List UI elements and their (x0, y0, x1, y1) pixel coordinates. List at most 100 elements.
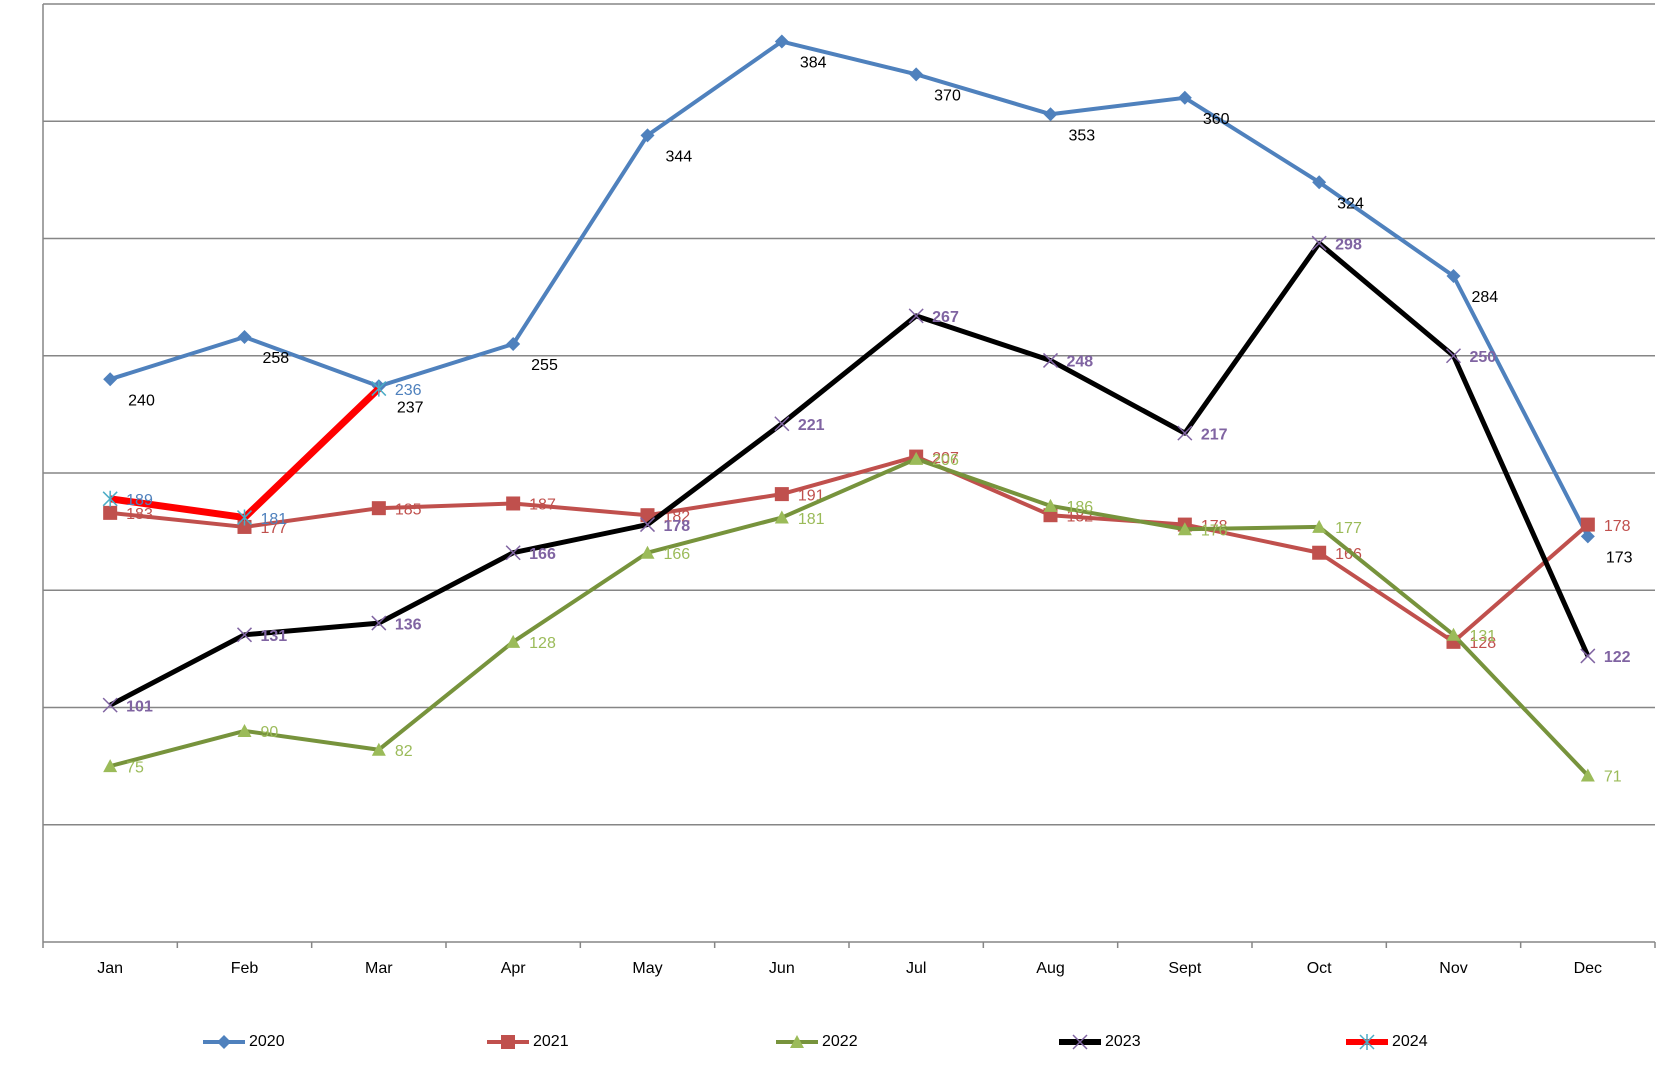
marker (103, 505, 118, 520)
x-tick-label: Aug (1036, 960, 1064, 977)
series-line (109, 240, 1591, 708)
marker (774, 416, 790, 432)
data-label: 255 (531, 357, 558, 374)
marker (1311, 235, 1327, 251)
marker (371, 501, 386, 516)
marker (909, 451, 924, 465)
data-label: 360 (1203, 111, 1230, 128)
data-label: 128 (529, 635, 556, 652)
data-label: 298 (1335, 236, 1362, 253)
legend-label: 2022 (822, 1033, 858, 1050)
legend-label: 2023 (1105, 1033, 1141, 1050)
data-label: 284 (1472, 289, 1499, 306)
x-tick-label: Jul (906, 960, 926, 977)
marker (1445, 348, 1462, 364)
marker (1312, 545, 1327, 560)
marker (908, 308, 924, 324)
series-line (109, 454, 1590, 644)
marker (103, 372, 118, 387)
marker (774, 510, 789, 524)
marker (102, 697, 118, 713)
legend-item: 2022 (776, 1033, 858, 1050)
marker (1580, 529, 1595, 544)
data-label: 183 (126, 506, 153, 523)
data-label: 178 (1604, 518, 1631, 535)
data-label: 75 (126, 759, 144, 776)
marker (371, 742, 386, 756)
data-label: 344 (666, 149, 693, 166)
series: 75 90 82 128 166 181 206 186 176 177 131 71 (103, 451, 1622, 786)
x-tick-label: Jun (769, 960, 795, 977)
data-label: 207 (932, 450, 959, 467)
marker (217, 1035, 231, 1049)
data-label: 166 (1335, 546, 1362, 563)
legend-label: 2020 (249, 1033, 285, 1050)
data-label: 250 (1470, 349, 1497, 366)
marker (1042, 352, 1059, 368)
series-line (109, 456, 1590, 777)
data-label: 178 (664, 518, 691, 535)
data-label: 324 (1337, 195, 1364, 212)
marker (506, 337, 521, 352)
marker (501, 1035, 515, 1049)
marker (1043, 498, 1058, 512)
marker (639, 517, 656, 533)
x-tick-label: Sept (1168, 960, 1201, 977)
legend-label: 2024 (1392, 1033, 1428, 1050)
x-tick-label: Jan (97, 960, 123, 977)
x-tick-label: Dec (1574, 960, 1602, 977)
data-label: 182 (664, 508, 691, 525)
data-label: 236 (395, 382, 422, 399)
data-label: 186 (1067, 499, 1094, 516)
data-label: 267 (932, 309, 959, 326)
legend-item: 2024 (1346, 1033, 1428, 1050)
marker (103, 759, 118, 773)
data-label: 90 (261, 724, 279, 741)
marker (506, 496, 521, 511)
marker (1580, 768, 1595, 782)
marker (774, 487, 789, 502)
data-label: 101 (126, 698, 153, 715)
data-label: 353 (1069, 127, 1096, 144)
data-label: 136 (395, 616, 422, 633)
data-label: 189 (126, 492, 153, 509)
marker (505, 545, 521, 561)
x-tick-label: May (632, 960, 662, 977)
data-label: 82 (395, 743, 413, 760)
data-label: 128 (1470, 635, 1497, 652)
marker (1072, 1034, 1088, 1050)
marker (1446, 627, 1461, 641)
data-label: 71 (1604, 769, 1622, 786)
data-label: 177 (1335, 520, 1362, 537)
marker (909, 67, 924, 82)
marker (1312, 175, 1327, 190)
marker (1043, 107, 1058, 122)
series: 189 181 236 (102, 380, 422, 528)
legend-label: 2021 (533, 1033, 569, 1050)
marker (1177, 522, 1192, 536)
data-label: 237 (397, 399, 424, 416)
marker (102, 490, 118, 507)
data-label: 206 (932, 452, 959, 469)
marker (506, 634, 521, 648)
marker (1359, 1034, 1375, 1050)
series: 101 131 136 166 178 221 267 248 217 298 250 122 (102, 235, 1631, 715)
data-label: 166 (664, 546, 691, 563)
x-tick-label: Mar (365, 960, 393, 977)
legend-item: 2020 (203, 1033, 285, 1050)
marker (1312, 519, 1327, 533)
marker (640, 128, 655, 143)
x-tick-label: Oct (1307, 960, 1332, 977)
legend-item: 2023 (1059, 1033, 1141, 1050)
data-label: 122 (1604, 649, 1631, 666)
marker (236, 627, 253, 643)
legend-item: 2021 (487, 1033, 569, 1050)
marker (1580, 648, 1596, 664)
marker (237, 723, 252, 737)
marker (1177, 425, 1193, 441)
marker (1580, 517, 1595, 532)
data-label: 248 (1067, 354, 1094, 371)
marker (237, 519, 252, 534)
